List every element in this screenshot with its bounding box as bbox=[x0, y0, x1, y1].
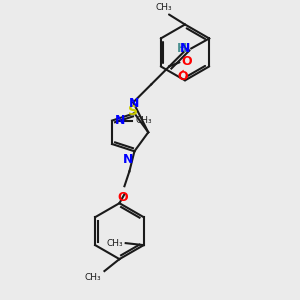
Text: N: N bbox=[180, 42, 190, 55]
Text: CH₃: CH₃ bbox=[85, 273, 101, 282]
Text: O: O bbox=[117, 191, 128, 204]
Text: CH₃: CH₃ bbox=[106, 238, 123, 247]
Text: N: N bbox=[123, 153, 134, 166]
Text: CH₃: CH₃ bbox=[156, 2, 172, 11]
Text: O: O bbox=[181, 55, 192, 68]
Text: N: N bbox=[129, 97, 140, 110]
Text: H: H bbox=[177, 42, 187, 55]
Text: O: O bbox=[177, 70, 188, 83]
Text: CH₃: CH₃ bbox=[135, 116, 152, 125]
Text: S: S bbox=[128, 104, 138, 118]
Text: N: N bbox=[115, 114, 125, 127]
